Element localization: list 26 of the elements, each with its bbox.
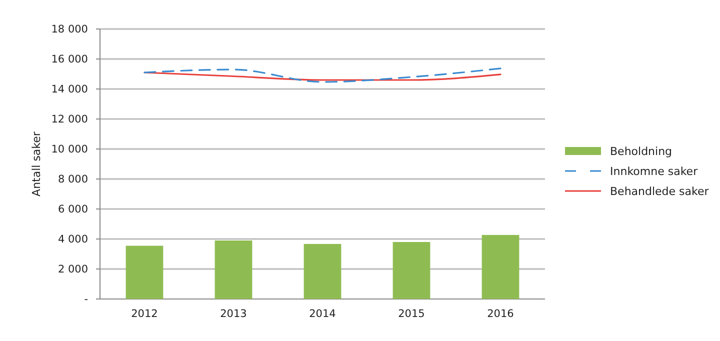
- y-tick-label: 2 000: [58, 264, 88, 276]
- legend-label: Innkomne saker: [610, 164, 698, 178]
- y-tick-label: 10 000: [51, 144, 88, 156]
- y-axis-title: Antall saker: [30, 131, 43, 196]
- x-tick-label: 2012: [131, 308, 158, 320]
- legend-label: Behandlede saker: [610, 184, 710, 198]
- y-tick-label: 8 000: [58, 174, 88, 186]
- x-tick-label: 2013: [220, 308, 247, 320]
- bar: [214, 240, 252, 299]
- bar: [392, 242, 430, 299]
- legend-label: Beholdning: [610, 144, 672, 158]
- bar: [482, 234, 520, 299]
- y-tick-label: 6 000: [58, 204, 88, 216]
- y-tick-label: 16 000: [51, 54, 88, 66]
- line-series: [144, 68, 502, 83]
- x-tick-label: 2016: [487, 308, 514, 320]
- y-tick-label: 12 000: [51, 114, 88, 126]
- y-tick-label: -: [84, 294, 88, 306]
- bar: [126, 246, 164, 299]
- line-series: [144, 72, 502, 81]
- x-tick-label: 2014: [309, 308, 336, 320]
- y-tick-label: 4 000: [58, 234, 88, 246]
- y-tick-label: 18 000: [51, 24, 88, 36]
- x-tick-label: 2015: [398, 308, 425, 320]
- y-tick-label: 14 000: [51, 84, 88, 96]
- bar: [304, 244, 342, 299]
